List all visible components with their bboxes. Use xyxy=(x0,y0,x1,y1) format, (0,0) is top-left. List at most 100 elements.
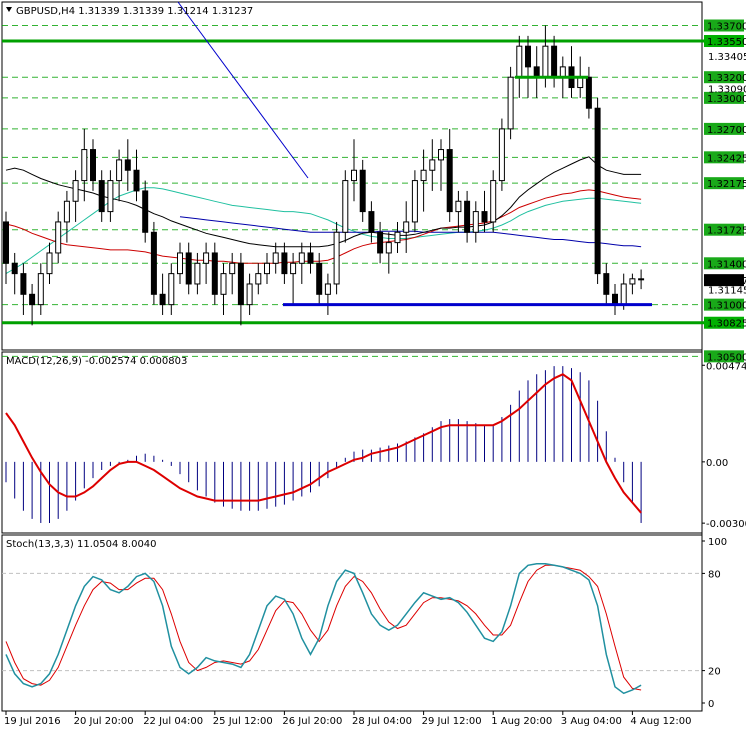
macd-tick-label: -0.003009 xyxy=(706,519,746,530)
candle-body xyxy=(55,221,62,254)
candle-body xyxy=(211,252,218,295)
candle-body xyxy=(342,180,349,233)
level-label: 1.30500 xyxy=(707,352,746,363)
level-label: 1.32175 xyxy=(707,179,746,190)
macd-signal-line xyxy=(5,373,642,514)
candle-body xyxy=(333,231,340,285)
stoch-title: Stoch(13,3,3) 11.0504 8.0040 xyxy=(6,539,157,550)
x-axis-label: 20 Jul 20:00 xyxy=(74,716,134,727)
candle-body xyxy=(142,190,149,233)
candle-body xyxy=(72,180,79,202)
candle-body xyxy=(351,169,357,182)
candle-body xyxy=(498,128,505,182)
candle-body xyxy=(63,200,70,223)
x-axis-label: 4 Aug 12:00 xyxy=(630,716,691,727)
x-axis-label: 29 Jul 12:00 xyxy=(422,716,482,727)
candle-body xyxy=(516,45,523,78)
candle-body xyxy=(20,273,27,295)
candle-body xyxy=(533,66,540,78)
x-axis-label: 28 Jul 04:00 xyxy=(352,716,412,727)
x-axis-label: 25 Jul 12:00 xyxy=(213,716,273,727)
macd-tick-label: 0.00 xyxy=(706,458,728,469)
level-label-box xyxy=(704,19,744,32)
candle-body xyxy=(107,180,114,213)
x-axis-label: 3 Aug 04:00 xyxy=(561,716,622,727)
stoch-signal-line xyxy=(5,564,642,691)
x-axis-label: 1 Aug 20:00 xyxy=(491,716,552,727)
candle-body xyxy=(98,180,105,213)
level-label: 1.33700 xyxy=(707,22,746,33)
level-label: 1.32700 xyxy=(707,125,746,136)
level-label-box xyxy=(704,122,744,135)
level-label-box xyxy=(704,71,744,84)
stoch-main-line xyxy=(5,562,642,695)
candle-body xyxy=(237,262,244,306)
candle-body xyxy=(542,45,549,78)
candle-body xyxy=(385,242,392,254)
candle-body xyxy=(446,149,453,213)
candle-body xyxy=(368,211,375,233)
level-label: 1.31000 xyxy=(707,301,746,312)
level-label-box xyxy=(704,223,744,236)
candle-body xyxy=(403,221,410,233)
macd-title: MACD(12,26,9) -0.002574 0.000803 xyxy=(6,356,187,367)
level-label: 1.33000 xyxy=(707,94,746,105)
candle-body xyxy=(290,262,297,275)
candle-body xyxy=(559,66,566,78)
candle-body xyxy=(577,76,584,89)
candle-body xyxy=(37,273,44,306)
candle-body xyxy=(307,252,314,264)
candle-body xyxy=(490,180,497,223)
candle-body xyxy=(124,159,131,171)
candle-body xyxy=(638,278,645,281)
candle-body xyxy=(525,45,531,68)
candle-body xyxy=(29,293,36,306)
level-label-box xyxy=(704,350,744,363)
candle-body xyxy=(46,252,53,275)
x-axis-label: 26 Jul 20:00 xyxy=(282,716,342,727)
level-label: 1.33200 xyxy=(707,73,746,84)
price-title: GBPUSD,H4 1.31339 1.31339 1.31214 1.3123… xyxy=(16,6,253,17)
candle-body xyxy=(150,231,157,295)
candle-body xyxy=(594,107,601,275)
candle-body xyxy=(394,231,401,244)
candle-body xyxy=(359,169,366,213)
x-axis-label: 19 Jul 2016 xyxy=(4,716,61,727)
candle-body xyxy=(246,283,253,306)
candle-body xyxy=(551,45,558,78)
level-label: 1.31725 xyxy=(707,226,746,237)
candle-body xyxy=(255,273,262,285)
candle-body xyxy=(298,252,305,264)
candle-body xyxy=(429,159,436,171)
candle-body xyxy=(177,252,183,275)
candle-body xyxy=(116,159,123,182)
candle-body xyxy=(620,283,627,306)
candle-body xyxy=(220,273,227,295)
candle-body xyxy=(316,262,323,295)
level-label-box xyxy=(704,35,744,48)
candle-body xyxy=(420,169,427,182)
candle-body xyxy=(411,180,418,223)
stoch-tick-label: 0 xyxy=(708,699,714,710)
candle-body xyxy=(612,293,618,306)
level-label: 1.33550 xyxy=(707,37,746,48)
level-label-box xyxy=(704,298,744,311)
candle-body xyxy=(438,149,444,161)
level-label: 1.31400 xyxy=(707,259,746,270)
stoch-tick-label: 80 xyxy=(708,569,721,580)
candle-body xyxy=(11,262,18,275)
x-axis-label: 22 Jul 04:00 xyxy=(143,716,203,727)
trendline[interactable] xyxy=(177,1,309,179)
candle-body xyxy=(264,262,270,275)
candle-body xyxy=(133,169,140,192)
candle-body xyxy=(81,149,88,182)
level-label: 1.32425 xyxy=(707,153,746,164)
candle-body xyxy=(603,273,610,295)
stoch-tick-label: 100 xyxy=(708,537,727,548)
price-tick-label: 1.31145 xyxy=(708,286,746,297)
stoch-tick-label: 20 xyxy=(708,667,721,678)
ma-red-line xyxy=(5,189,642,264)
dropdown-icon[interactable] xyxy=(6,7,12,12)
